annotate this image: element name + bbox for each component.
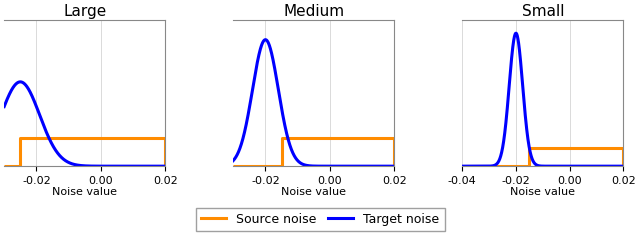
X-axis label: Noise value: Noise value — [282, 187, 346, 197]
X-axis label: Noise value: Noise value — [52, 187, 117, 197]
Title: Large: Large — [63, 4, 106, 19]
Title: Small: Small — [522, 4, 564, 19]
Legend: Source noise, Target noise: Source noise, Target noise — [195, 208, 445, 231]
Title: Medium: Medium — [284, 4, 344, 19]
X-axis label: Noise value: Noise value — [510, 187, 575, 197]
